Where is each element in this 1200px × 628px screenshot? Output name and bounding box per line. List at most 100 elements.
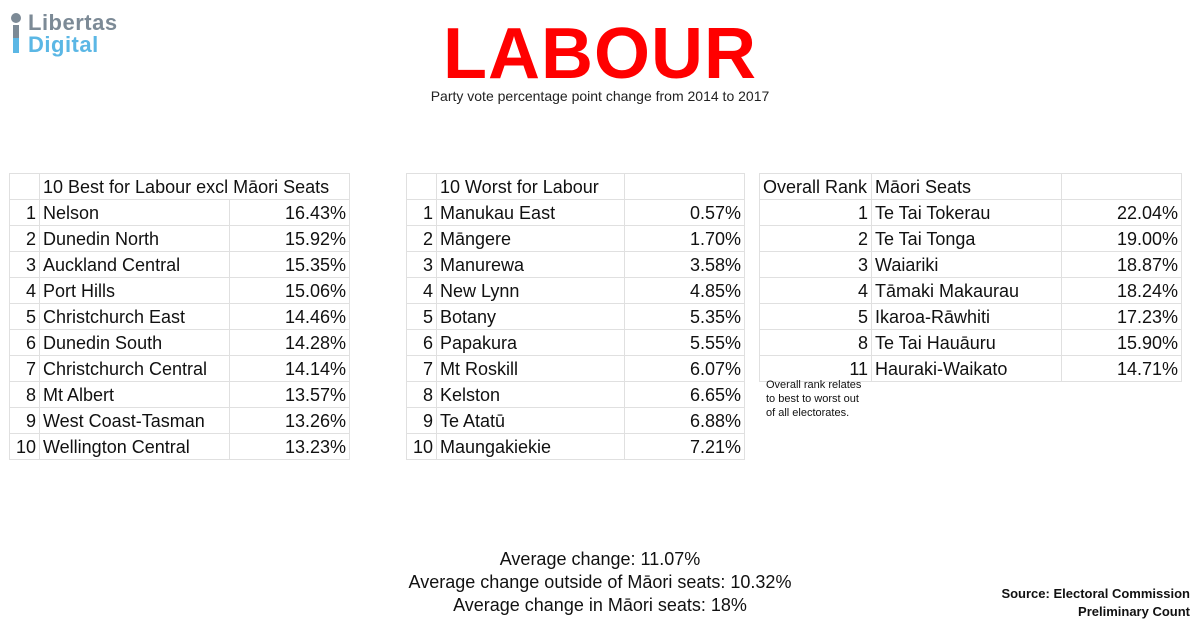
worst-for-labour-table: 10 Worst for Labour 1 Manukau East 0.57% 2 M…: [406, 173, 745, 460]
table-row: 4 Tāmaki Makaurau 18.24%: [759, 277, 1182, 304]
value-cell: 13.57%: [229, 381, 350, 408]
maori-seats-table: Overall Rank Māori Seats 1 Te Tai Tokerau…: [759, 173, 1182, 382]
rank-cell: 6: [9, 329, 40, 356]
rank-cell: 10: [406, 433, 437, 460]
table-row: 10 Wellington Central 13.23%: [9, 433, 350, 460]
value-cell: 17.23%: [1061, 303, 1182, 330]
table-row: 8 Kelston 6.65%: [406, 381, 745, 408]
rank-cell: 8: [406, 381, 437, 408]
electorate-name-cell: Tāmaki Makaurau: [871, 277, 1062, 304]
maori-header-rank: Overall Rank: [759, 173, 872, 200]
electorate-name-cell: Papakura: [436, 329, 625, 356]
logo-text-digital: Digital: [28, 32, 99, 57]
average-change-maori: Average change in Māori seats: 18%: [453, 595, 747, 615]
electorate-name-cell: Kelston: [436, 381, 625, 408]
electorate-name-cell: Mt Roskill: [436, 355, 625, 382]
rank-cell: 1: [406, 199, 437, 226]
electorate-name-cell: Mt Albert: [39, 381, 230, 408]
rank-cell: 3: [759, 251, 872, 278]
note-line: Overall rank relates: [766, 379, 862, 391]
value-cell: 15.06%: [229, 277, 350, 304]
value-cell: 6.88%: [624, 407, 745, 434]
table-row: 3 Waiariki 18.87%: [759, 251, 1182, 278]
best-for-labour-table: 10 Best for Labour excl Māori Seats 1 Nel…: [9, 173, 350, 460]
electorate-name-cell: Hauraki-Waikato: [871, 355, 1062, 382]
source-line: Source: Electoral Commission: [1001, 586, 1190, 601]
rank-cell: 7: [406, 355, 437, 382]
overall-rank-note: Overall rank relates to best to worst ou…: [766, 378, 886, 420]
value-cell: 14.71%: [1061, 355, 1182, 382]
electorate-name-cell: Te Tai Hauāuru: [871, 329, 1062, 356]
value-cell: 5.35%: [624, 303, 745, 330]
rank-cell: 1: [759, 199, 872, 226]
value-cell: 6.07%: [624, 355, 745, 382]
electorate-name-cell: New Lynn: [436, 277, 625, 304]
electorate-name-cell: Wellington Central: [39, 433, 230, 460]
source-line: Preliminary Count: [1078, 604, 1190, 619]
electorate-name-cell: Te Tai Tonga: [871, 225, 1062, 252]
electorate-name-cell: Māngere: [436, 225, 625, 252]
value-cell: 22.04%: [1061, 199, 1182, 226]
electorate-name-cell: Port Hills: [39, 277, 230, 304]
rank-cell: 5: [759, 303, 872, 330]
table-header-row: 10 Worst for Labour: [406, 173, 745, 200]
electorate-name-cell: Waiariki: [871, 251, 1062, 278]
torch-icon: [11, 13, 21, 53]
table-row: 7 Mt Roskill 6.07%: [406, 355, 745, 382]
best-table-header: 10 Best for Labour excl Māori Seats: [39, 173, 350, 200]
table-header-row: 10 Best for Labour excl Māori Seats: [9, 173, 350, 200]
rank-cell: 4: [406, 277, 437, 304]
note-line: to best to worst out: [766, 393, 859, 405]
table-row: 4 New Lynn 4.85%: [406, 277, 745, 304]
page-title: LABOUR: [443, 14, 757, 94]
table-row: 8 Te Tai Hauāuru 15.90%: [759, 329, 1182, 356]
maori-header-name: Māori Seats: [871, 173, 1062, 200]
value-cell: 19.00%: [1061, 225, 1182, 252]
table-header-row: Overall Rank Māori Seats: [759, 173, 1182, 200]
libertas-digital-logo: Libertas Digital: [8, 8, 138, 57]
electorate-name-cell: Maungakiekie: [436, 433, 625, 460]
rank-cell: 5: [9, 303, 40, 330]
rank-cell: 8: [9, 381, 40, 408]
electorate-name-cell: Manurewa: [436, 251, 625, 278]
value-cell: 14.28%: [229, 329, 350, 356]
rank-cell: 3: [9, 251, 40, 278]
table-row: 2 Māngere 1.70%: [406, 225, 745, 252]
value-cell: 5.55%: [624, 329, 745, 356]
table-row: 1 Nelson 16.43%: [9, 199, 350, 226]
rank-cell: 9: [406, 407, 437, 434]
value-cell: 18.24%: [1061, 277, 1182, 304]
table-row: 7 Christchurch Central 14.14%: [9, 355, 350, 382]
table-row: 9 West Coast-Tasman 13.26%: [9, 407, 350, 434]
table-row: 1 Manukau East 0.57%: [406, 199, 745, 226]
rank-cell: 2: [759, 225, 872, 252]
electorate-name-cell: Te Tai Tokerau: [871, 199, 1062, 226]
table-row: 3 Manurewa 3.58%: [406, 251, 745, 278]
electorate-name-cell: Christchurch East: [39, 303, 230, 330]
averages-summary: Average change: 11.07% Average change ou…: [300, 548, 900, 617]
rank-cell: 2: [9, 225, 40, 252]
value-cell: 15.90%: [1061, 329, 1182, 356]
note-line: of all electorates.: [766, 407, 850, 419]
table-row: 1 Te Tai Tokerau 22.04%: [759, 199, 1182, 226]
rank-cell: 2: [406, 225, 437, 252]
worst-table-header: 10 Worst for Labour: [436, 173, 625, 200]
value-cell: 0.57%: [624, 199, 745, 226]
rank-cell: 8: [759, 329, 872, 356]
rank-cell: 4: [9, 277, 40, 304]
header-rank-cell: [406, 173, 437, 200]
header-value-cell: [1061, 173, 1182, 200]
table-row: 10 Maungakiekie 7.21%: [406, 433, 745, 460]
table-row: 6 Papakura 5.55%: [406, 329, 745, 356]
source-credit: Source: Electoral Commission Preliminary…: [1001, 585, 1190, 621]
logo-text-libertas: Libertas: [28, 10, 118, 35]
electorate-name-cell: West Coast-Tasman: [39, 407, 230, 434]
electorate-name-cell: Auckland Central: [39, 251, 230, 278]
table-row: 4 Port Hills 15.06%: [9, 277, 350, 304]
rank-cell: 4: [759, 277, 872, 304]
table-row: 5 Christchurch East 14.46%: [9, 303, 350, 330]
rank-cell: 3: [406, 251, 437, 278]
rank-cell: 7: [9, 355, 40, 382]
value-cell: 15.35%: [229, 251, 350, 278]
table-row: 3 Auckland Central 15.35%: [9, 251, 350, 278]
